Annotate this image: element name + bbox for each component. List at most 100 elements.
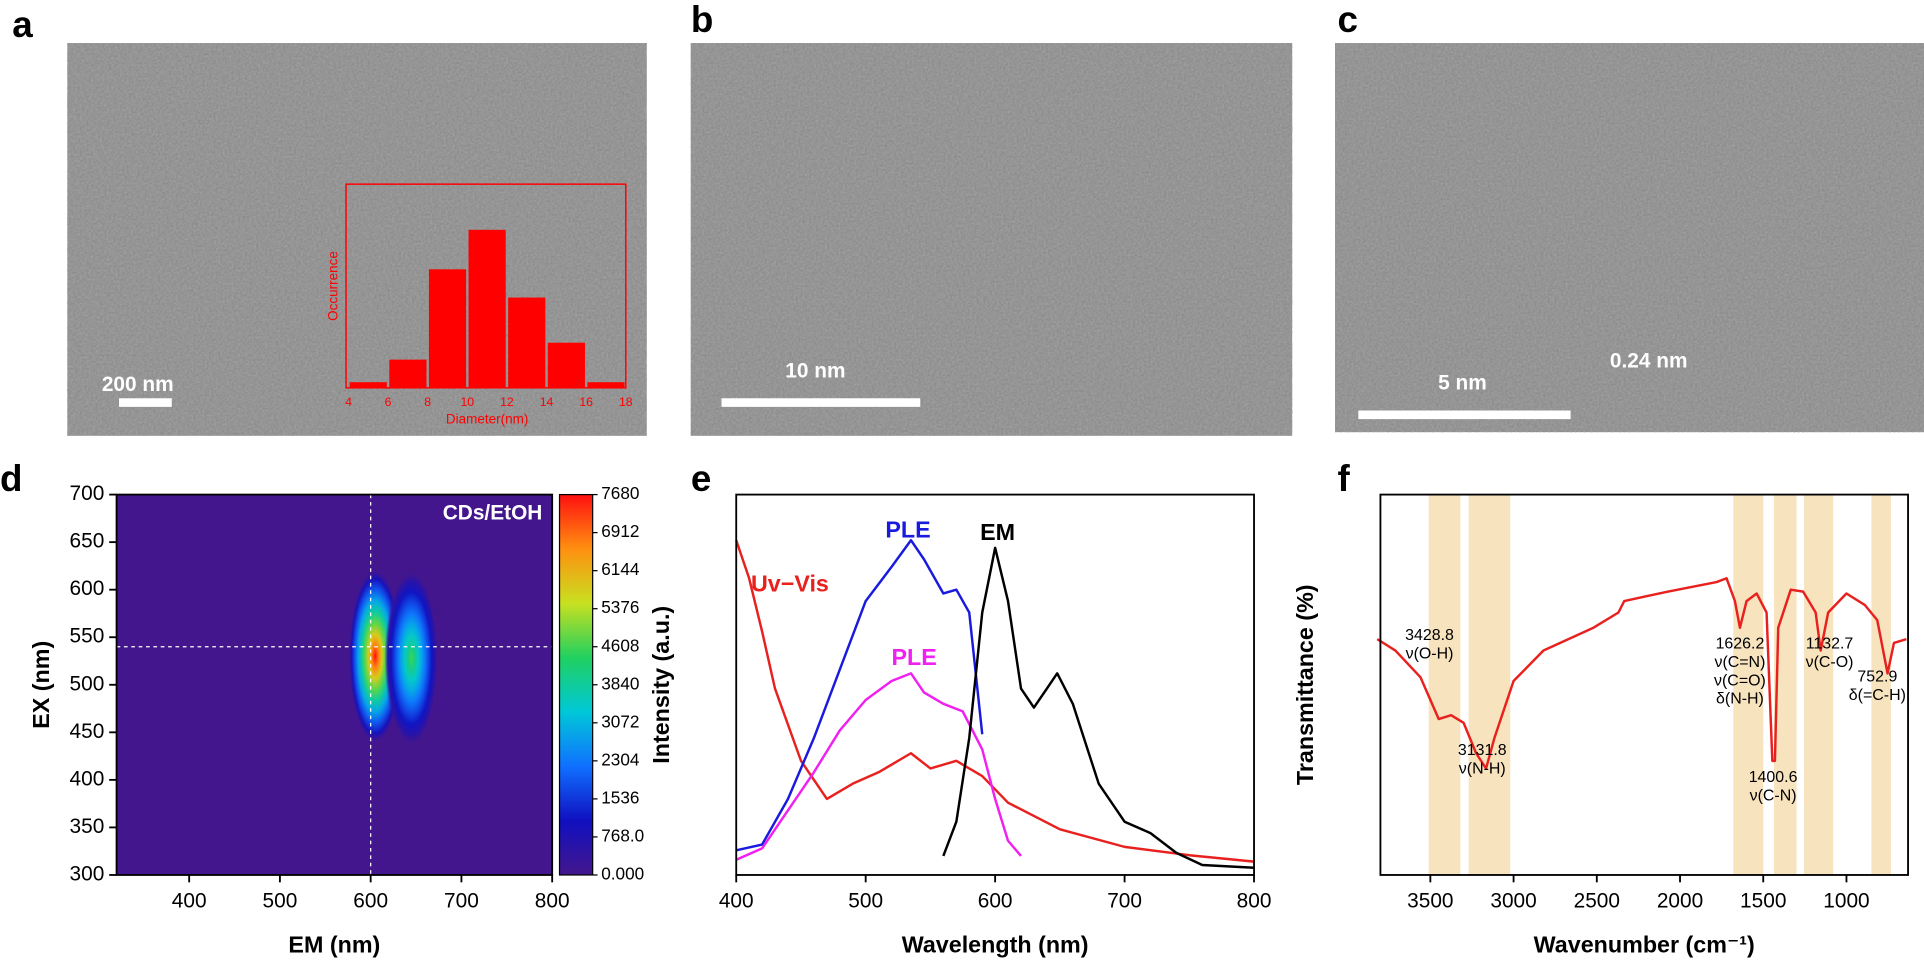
histogram-bar xyxy=(508,297,546,388)
panel-label: d xyxy=(0,458,22,499)
x-tick-label: 400 xyxy=(172,889,207,912)
band xyxy=(1804,494,1834,875)
inset-tick-label: 16 xyxy=(579,395,593,409)
x-tick-label: 3000 xyxy=(1490,889,1536,912)
y-tick-label: 300 xyxy=(70,862,105,885)
colorbar-tick-label: 7680 xyxy=(601,483,639,503)
inset-tick-label: 8 xyxy=(424,395,431,409)
colorbar-tick-label: 3840 xyxy=(601,673,639,693)
y-tick-label: 550 xyxy=(70,625,105,648)
peak-annotation: ν(C=O) xyxy=(1714,672,1766,689)
x-axis-label: EM (nm) xyxy=(288,931,380,957)
colorbar-tick-label: 5376 xyxy=(601,597,639,617)
x-tick-label: 500 xyxy=(263,889,298,912)
panel-label: a xyxy=(12,4,33,45)
peak-annotation: ν(C-O) xyxy=(1806,654,1854,671)
peak-annotation: ν(C=N) xyxy=(1714,654,1765,671)
peak-annotation: ν(O-H) xyxy=(1406,645,1454,662)
histogram-bar xyxy=(428,269,467,388)
series-label: Uv−Vis xyxy=(751,571,829,597)
y-tick-label: 350 xyxy=(70,815,105,838)
y-tick-label: 450 xyxy=(70,720,105,743)
y-axis-label: Transmittance (%) xyxy=(1292,584,1318,785)
x-tick-label: 800 xyxy=(1237,889,1272,912)
band xyxy=(1871,494,1891,875)
peak-annotation: 3131.8 xyxy=(1458,742,1507,759)
x-axis-label: Wavenumber (cm⁻¹) xyxy=(1534,931,1755,957)
y-tick-label: 650 xyxy=(70,530,105,553)
x-tick-label: 3500 xyxy=(1407,889,1453,912)
y-tick-label: 500 xyxy=(70,672,105,695)
inset-tick-label: 6 xyxy=(385,395,392,409)
spacing-label: 0.24 nm xyxy=(1610,350,1688,373)
colorbar-tick-label: 1536 xyxy=(601,787,639,807)
series-line xyxy=(942,546,1255,869)
series-line xyxy=(735,539,984,852)
x-tick-label: 700 xyxy=(1107,889,1142,912)
panel-label: f xyxy=(1337,458,1350,499)
inset-tick-label: 18 xyxy=(619,395,633,409)
scale-bar-label: 5 nm xyxy=(1438,372,1487,395)
annotation: CDs/EtOH xyxy=(443,502,543,525)
plot-frame xyxy=(1379,493,1909,876)
inset-y-label: Occurrence xyxy=(325,251,340,321)
colorbar xyxy=(558,493,594,876)
inset-x-label: Diameter(nm) xyxy=(446,411,528,426)
peak-annotation: δ(N-H) xyxy=(1716,691,1764,708)
series-line xyxy=(735,539,1255,863)
panel-label: e xyxy=(691,458,711,499)
histogram-bar xyxy=(389,359,427,388)
peak-annotation: ν(C-N) xyxy=(1750,788,1797,805)
colorbar-tick-label: 6912 xyxy=(601,521,639,541)
heatmap-background xyxy=(116,494,553,875)
x-tick-label: 2500 xyxy=(1574,889,1620,912)
series-label: EM xyxy=(980,519,1015,545)
x-tick-label: 2000 xyxy=(1657,889,1703,912)
x-tick-label: 600 xyxy=(978,889,1013,912)
x-tick-label: 1500 xyxy=(1740,889,1786,912)
x-tick-label: 400 xyxy=(719,889,754,912)
colorbar-tick-label: 6144 xyxy=(601,559,640,579)
y-axis-label: Intensity (a.u.) xyxy=(648,606,674,764)
peak-annotation: 1132.7 xyxy=(1806,636,1854,653)
inset-tick-label: 4 xyxy=(345,395,352,409)
histogram-bar xyxy=(349,382,387,388)
series-line xyxy=(735,672,1022,861)
colorbar-tick-label: 0.000 xyxy=(601,864,644,884)
peak-annotation: ν(N-H) xyxy=(1459,761,1506,778)
band xyxy=(1733,494,1764,875)
peak-annotation: 1400.6 xyxy=(1749,769,1798,786)
y-tick-label: 600 xyxy=(70,577,105,600)
x-tick-label: 1000 xyxy=(1823,889,1869,912)
series-label: PLE xyxy=(891,644,936,670)
tem-grain xyxy=(1335,43,1924,433)
heatmap-peak xyxy=(384,569,439,747)
series-line xyxy=(1376,577,1907,770)
peak-annotation: 1626.2 xyxy=(1716,636,1765,653)
inset-tick-label: 12 xyxy=(500,395,514,409)
y-axis-label: EX (nm) xyxy=(28,641,54,729)
histogram-bar xyxy=(547,342,585,388)
x-tick-label: 500 xyxy=(848,889,883,912)
colorbar-tick-label: 768.0 xyxy=(601,825,644,845)
peak-annotation: 752.9 xyxy=(1857,669,1897,686)
y-tick-label: 700 xyxy=(70,482,105,505)
colorbar-tick-label: 4608 xyxy=(601,635,639,655)
panel-label: b xyxy=(691,0,713,40)
panel-label: c xyxy=(1337,0,1357,40)
band xyxy=(1428,494,1461,875)
colorbar-tick-label: 3072 xyxy=(601,711,639,731)
x-tick-label: 600 xyxy=(353,889,388,912)
scale-bar-label: 10 nm xyxy=(785,359,845,382)
histogram-bar xyxy=(468,229,506,388)
inset-tick-label: 10 xyxy=(460,395,474,409)
series-label: PLE xyxy=(885,517,930,543)
x-tick-label: 700 xyxy=(444,889,479,912)
band xyxy=(1468,494,1511,875)
x-tick-label: 800 xyxy=(535,889,570,912)
y-tick-label: 400 xyxy=(70,767,105,790)
inset-tick-label: 14 xyxy=(540,395,554,409)
scale-bar-label: 200 nm xyxy=(102,373,174,396)
